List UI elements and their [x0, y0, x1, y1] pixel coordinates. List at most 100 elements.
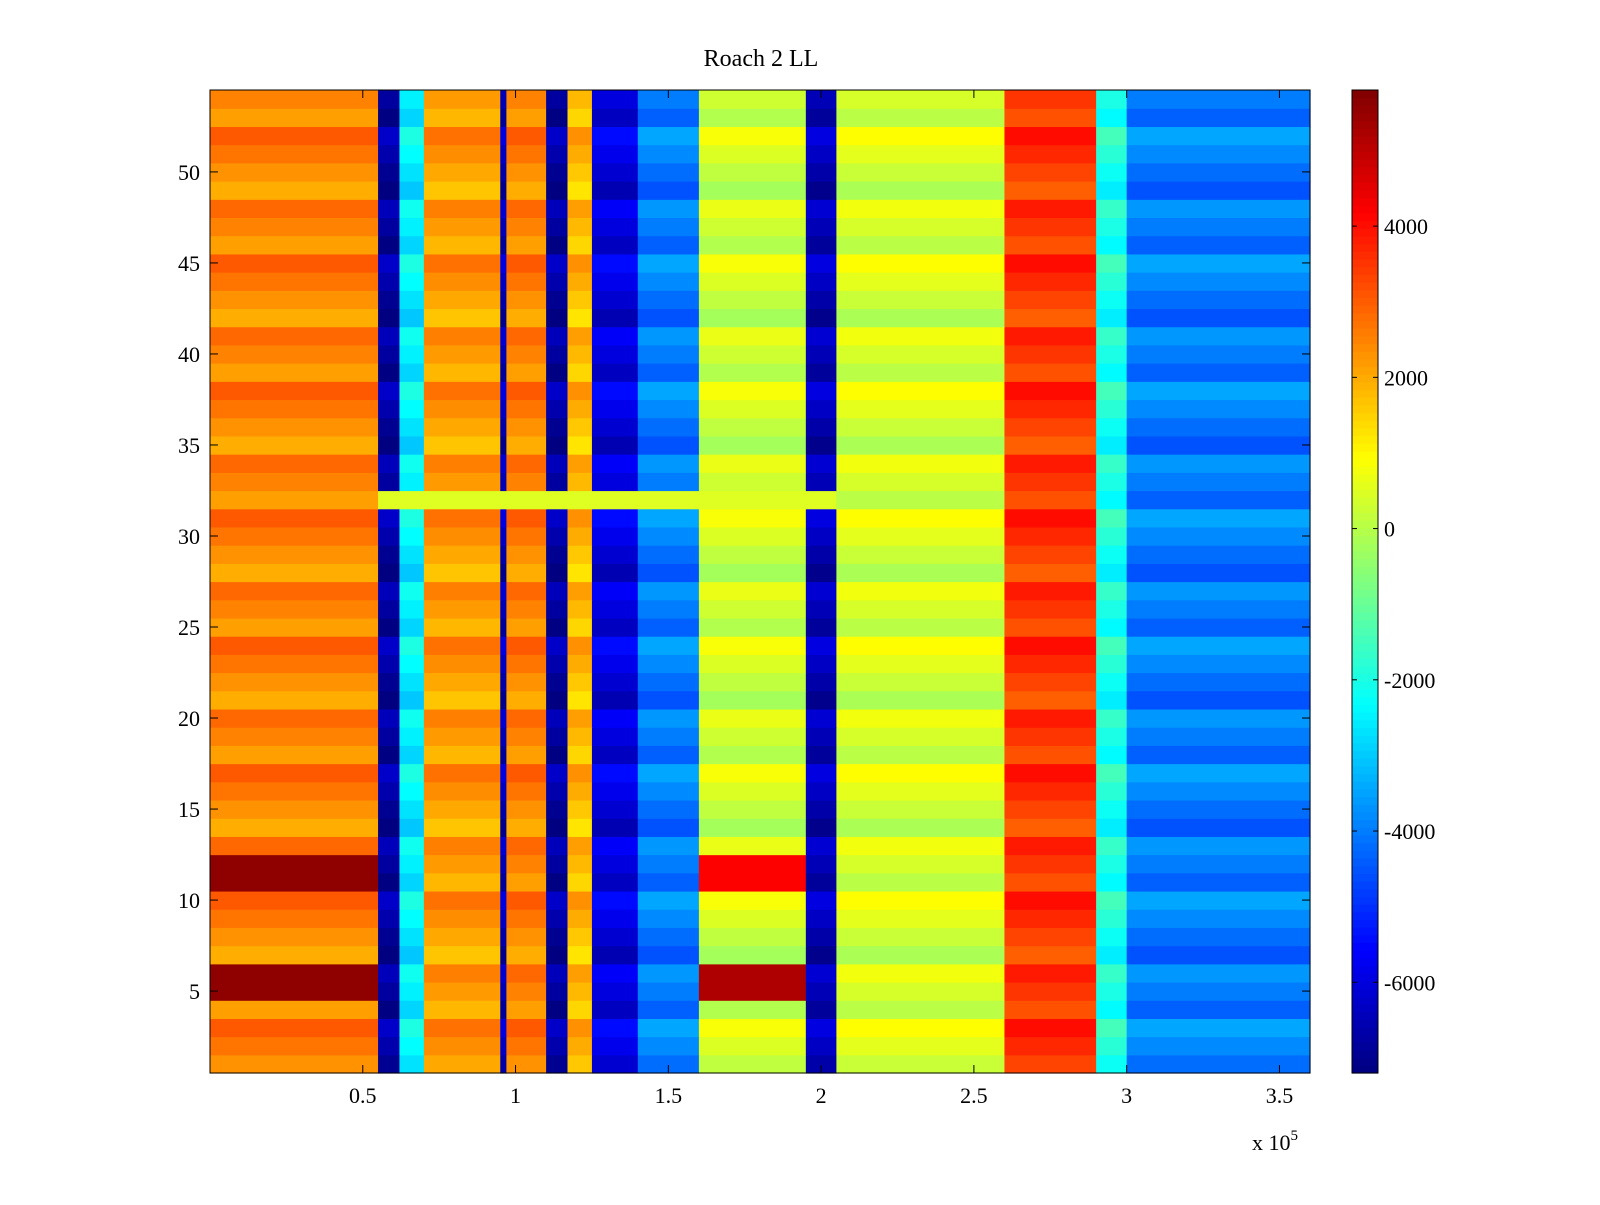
y-tick-label: 45 [178, 251, 200, 276]
colorbar-band [1352, 957, 1378, 967]
heatmap-cell [546, 636, 569, 655]
colorbar-band [1352, 888, 1378, 897]
heatmap-cell [378, 781, 401, 801]
heatmap-cell [500, 1036, 507, 1056]
heatmap-cell [423, 1018, 501, 1038]
heatmap-cell [500, 399, 507, 419]
heatmap-cell [506, 636, 547, 655]
heatmap-cell [637, 945, 700, 965]
colorbar-band [1352, 450, 1378, 460]
heatmap-cell [546, 472, 569, 492]
heatmap-cell [210, 290, 379, 310]
colorbar-band [1352, 650, 1378, 659]
x-tick-label: 1.5 [655, 1083, 683, 1108]
heatmap-cell [1126, 381, 1311, 401]
colorbar-band [1352, 1019, 1378, 1028]
heatmap-cell [506, 472, 547, 492]
heatmap-cell [591, 253, 639, 273]
heatmap-cell [546, 417, 569, 437]
heatmap-cell [637, 363, 700, 382]
heatmap-cell [423, 435, 501, 455]
heatmap-cell [698, 199, 807, 219]
heatmap-cell [637, 454, 700, 473]
heatmap-cell [698, 854, 807, 874]
heatmap-cell [836, 581, 1006, 601]
heatmap-cell [423, 818, 501, 837]
colorbar-band [1352, 934, 1378, 944]
heatmap-cell [210, 836, 379, 856]
colorbar-band [1352, 704, 1378, 713]
heatmap-cell [546, 872, 569, 892]
heatmap-cell [567, 363, 593, 382]
colorbar-band [1352, 258, 1378, 268]
heatmap-cell [567, 636, 593, 655]
heatmap-cell [1126, 963, 1311, 983]
colorbar-band [1352, 904, 1378, 913]
heatmap-cell [1126, 781, 1311, 801]
colorbar-band [1352, 865, 1378, 874]
heatmap-cell [805, 636, 837, 655]
heatmap-cell [591, 1054, 639, 1074]
colorbar-band [1352, 765, 1378, 775]
heatmap-cell [805, 363, 837, 382]
heatmap-cell [506, 1000, 547, 1019]
heatmap-cell [210, 617, 379, 637]
heatmap-cell [500, 763, 507, 783]
heatmap-cell [506, 581, 547, 601]
heatmap-cell [378, 144, 401, 164]
heatmap-cell [546, 326, 569, 346]
heatmap-cell [399, 490, 425, 510]
heatmap-cell [805, 672, 837, 692]
heatmap-cell [378, 1054, 401, 1074]
heatmap-cell [1126, 1054, 1311, 1074]
heatmap-cell [378, 654, 401, 674]
heatmap-cell [378, 344, 401, 364]
heatmap-cell [698, 872, 807, 892]
heatmap-cell [546, 581, 569, 601]
heatmap-cell [423, 599, 501, 619]
heatmap-cell [698, 927, 807, 947]
heatmap-cell [506, 836, 547, 856]
heatmap-cell [423, 126, 501, 146]
colorbar-band [1352, 857, 1378, 867]
heatmap-cell [805, 545, 837, 564]
heatmap-cell [423, 581, 501, 601]
heatmap-cell [698, 818, 807, 837]
heatmap-cell [591, 326, 639, 346]
x-multiplier-label: x 105 [1252, 1128, 1298, 1155]
heatmap-cell [1096, 144, 1128, 164]
chart-title: Roach 2 LL [704, 46, 819, 72]
heatmap-cell [567, 927, 593, 947]
heatmap-cell [500, 963, 507, 983]
heatmap-cell [637, 781, 700, 801]
heatmap-cell [399, 872, 425, 892]
colorbar-band [1352, 596, 1378, 606]
heatmap-cell [210, 599, 379, 619]
heatmap-cell [1126, 945, 1311, 965]
heatmap-cell [210, 526, 379, 546]
heatmap-cell [423, 381, 501, 401]
heatmap-cell [210, 763, 379, 783]
colorbar-tick-label: -2000 [1384, 668, 1435, 693]
colorbar-band [1352, 881, 1378, 890]
x-tick-label: 0.5 [349, 1083, 377, 1108]
heatmap-cell [546, 945, 569, 965]
heatmap-cell [1004, 417, 1097, 437]
colorbar-band [1352, 619, 1378, 629]
heatmap-cell [1126, 217, 1311, 237]
colorbar-band [1352, 788, 1378, 798]
y-tick-label: 35 [178, 433, 200, 458]
heatmap-cell [506, 381, 547, 401]
heatmap-cell [591, 654, 639, 674]
heatmap-cell [591, 909, 639, 928]
heatmap-cell [637, 162, 700, 182]
heatmap-cell [836, 199, 1006, 219]
heatmap-cell [378, 90, 401, 109]
colorbar-band [1352, 427, 1378, 437]
heatmap-cell [500, 363, 507, 382]
heatmap-cell [567, 872, 593, 892]
heatmap-cell [1126, 181, 1311, 200]
heatmap-cell [1096, 890, 1128, 910]
heatmap-cell [637, 745, 700, 765]
heatmap-cell [698, 909, 807, 928]
